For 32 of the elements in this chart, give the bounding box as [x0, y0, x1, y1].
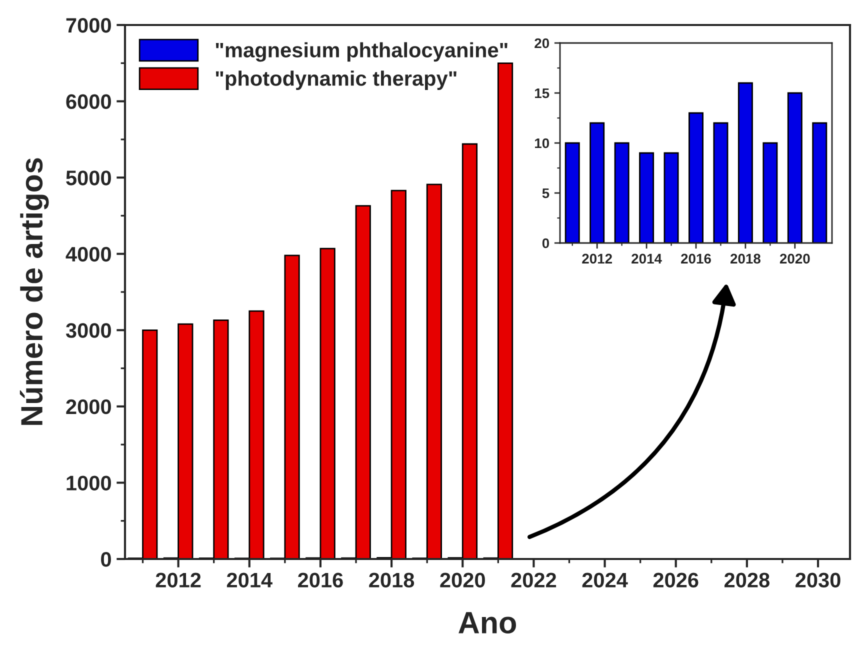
x-tick-label: 2020 [780, 254, 810, 264]
x-tick-label: 2016 [681, 254, 711, 264]
x-tick-label: 2014 [632, 254, 662, 264]
x-tick-label: 2030 [796, 572, 840, 588]
legend-label: "magnesium phthalocyanine" [216, 42, 508, 62]
x-tick-label: 2012 [156, 572, 201, 588]
x-tick-label: 2016 [298, 572, 343, 588]
y-tick-label: 2000 [66, 399, 111, 414]
legend-label: "photodynamic therapy" [216, 70, 456, 90]
x-tick-label: 2018 [369, 572, 414, 588]
x-tick-label: 2026 [653, 572, 698, 588]
x-tick-label: 2020 [440, 572, 485, 588]
y-tick-label: 6000 [66, 94, 111, 110]
x-axis-title: Ano [458, 612, 516, 634]
y-tick-label: 20 [534, 38, 550, 48]
y-tick-label: 1000 [66, 476, 111, 490]
y-axis-title: Número de artigos [20, 158, 49, 425]
y-tick-label: 5000 [66, 170, 111, 186]
y-tick-label: 15 [535, 88, 550, 98]
y-tick-label: 10 [535, 138, 550, 148]
x-tick-label: 2012 [582, 254, 612, 264]
x-tick-label: 2018 [730, 254, 760, 264]
y-tick-label: 0 [101, 552, 111, 567]
y-tick-label: 3000 [66, 323, 111, 338]
x-tick-label: 2014 [226, 572, 272, 588]
y-tick-label: 5 [542, 188, 550, 198]
y-tick-label: 0 [542, 238, 550, 248]
x-tick-label: 2024 [582, 572, 628, 588]
y-tick-label: 7000 [66, 18, 111, 33]
y-tick-label: 4000 [66, 246, 111, 262]
x-tick-label: 2022 [511, 572, 556, 588]
x-tick-label: 2028 [724, 572, 770, 588]
